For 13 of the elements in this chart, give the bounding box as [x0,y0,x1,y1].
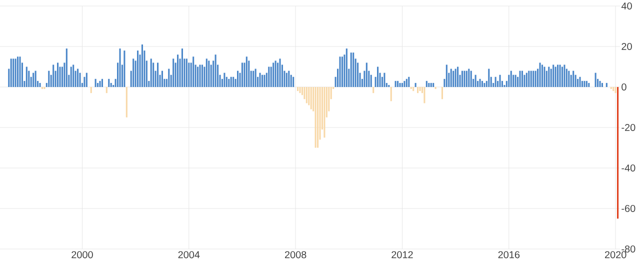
x-tick-label: 2000 [72,251,93,258]
y-tick-label: -60 [622,204,636,212]
y-tick-label: 20 [622,42,632,50]
y-tick-label: -80 [622,245,636,253]
y-tick-label: 40 [621,2,632,10]
x-tick-label: 2012 [392,251,413,258]
x-tick-label: 2008 [284,251,306,258]
x-tick-label: 2016 [498,251,520,258]
y-tick-label: -20 [622,124,636,132]
x-tick-label: 2020 [604,251,626,258]
x-tick-label: 2004 [178,251,200,258]
y-tick-label: -40 [622,164,636,172]
y-tick-label: 0 [622,83,626,91]
